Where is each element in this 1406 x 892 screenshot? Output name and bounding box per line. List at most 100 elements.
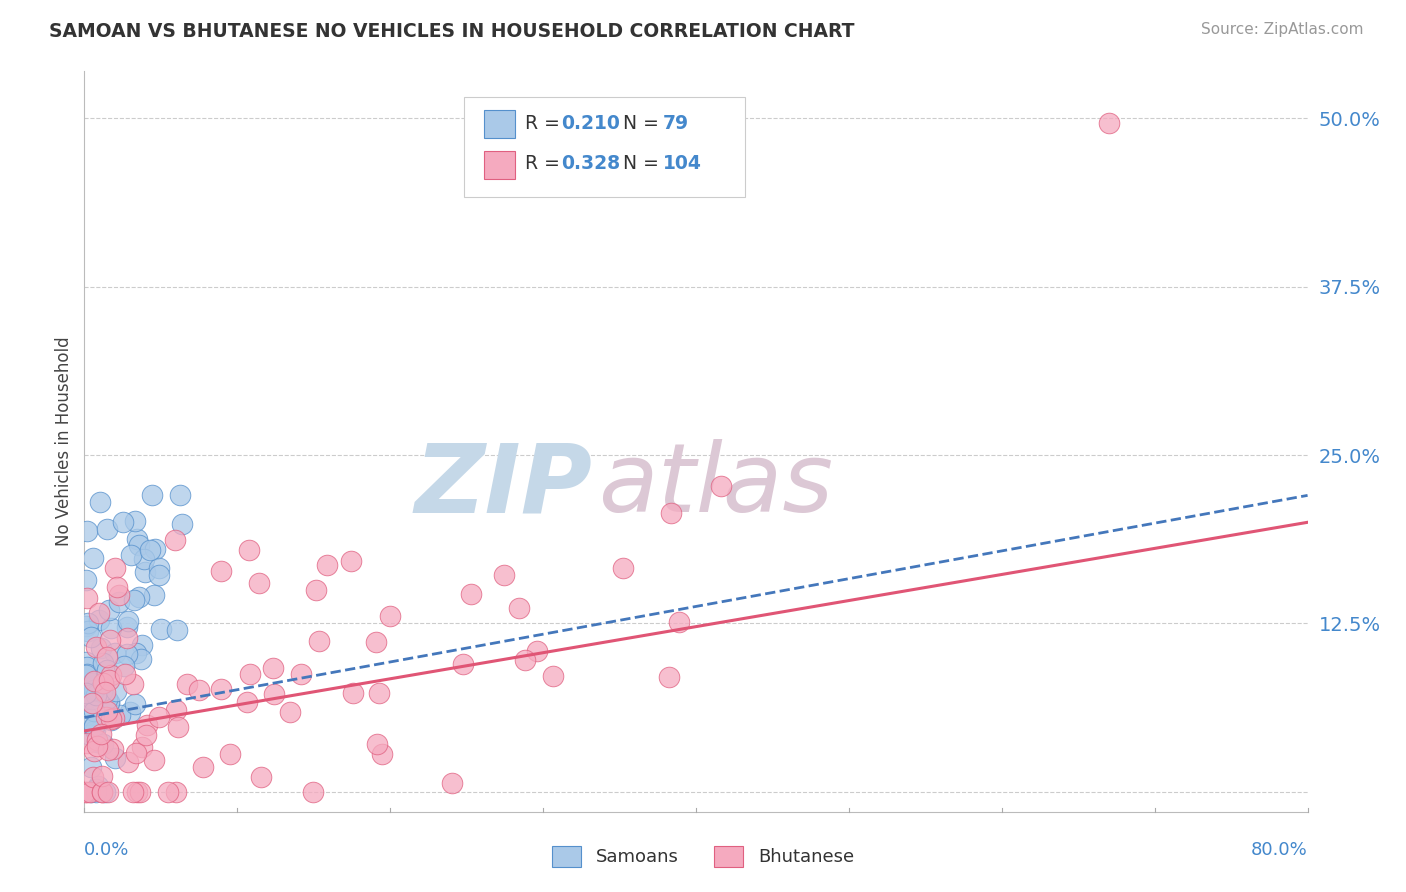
Point [104,561,127,575]
Point [1098,115,1121,129]
Point [108,588,131,602]
Text: Source: ZipAtlas.com: Source: ZipAtlas.com [1201,22,1364,37]
Point [142,752,165,766]
Point [120,706,142,720]
Point [122,784,145,798]
Point [96,691,118,706]
Point [169,488,191,502]
Point [75,686,97,700]
Point [263,687,285,701]
Point [710,478,733,492]
Point [89,495,111,509]
Point [86,735,108,749]
Point [128,591,150,605]
Point [96,650,118,665]
Point [262,661,284,675]
Point [108,707,131,722]
Point [526,644,548,658]
Point [98,632,121,647]
Text: 0.0%: 0.0% [84,841,129,859]
Point [148,561,170,575]
Point [87,684,110,698]
Point [148,710,170,724]
Point [440,776,463,790]
Point [87,606,110,620]
Point [96,663,118,677]
Point [77,615,100,630]
Point [98,696,121,710]
Point [86,732,108,747]
Text: R =: R = [524,113,565,133]
Point [150,622,173,636]
Point [117,755,139,769]
Point [84,723,107,737]
Point [612,561,634,575]
Point [97,784,120,798]
Point [90,641,112,656]
Point [76,624,98,639]
Point [122,677,145,691]
Point [366,635,388,649]
Bar [484,151,515,178]
Point [93,685,115,699]
Text: 0.328: 0.328 [561,154,620,173]
Point [80,691,103,706]
Point [98,673,121,687]
Point [93,657,115,671]
Point [176,677,198,691]
Point [75,619,97,633]
Point [84,782,107,797]
Point [80,696,103,710]
Point [90,784,112,798]
Text: 79: 79 [664,113,689,133]
Text: 0.210: 0.210 [561,113,620,133]
Point [76,591,98,606]
Point [82,551,104,566]
Point [129,784,152,798]
Point [460,586,482,600]
Point [451,657,474,671]
Point [103,711,125,725]
Bar [484,110,515,138]
Point [97,603,120,617]
Point [115,647,138,661]
Point [316,558,339,573]
Point [105,580,128,594]
Y-axis label: No Vehicles in Household: No Vehicles in Household [55,336,73,547]
Point [378,608,401,623]
Point [143,542,166,557]
Text: SAMOAN VS BHUTANESE NO VEHICLES IN HOUSEHOLD CORRELATION CHART: SAMOAN VS BHUTANESE NO VEHICLES IN HOUSE… [49,22,855,41]
Point [94,784,117,798]
Point [76,669,98,683]
Point [165,784,187,798]
Point [83,682,105,697]
Point [125,746,148,760]
Point [124,697,146,711]
Point [76,736,98,750]
Point [79,784,101,798]
Point [83,719,105,733]
Text: R =: R = [524,154,565,173]
Point [84,688,107,702]
Point [342,686,364,700]
Point [87,613,110,627]
Point [165,702,187,716]
Point [91,784,114,798]
Point [127,533,149,547]
Point [97,743,120,757]
Point [131,740,153,755]
Point [87,779,110,793]
Point [141,488,163,502]
Point [79,728,101,742]
Point [157,784,180,798]
Text: 80.0%: 80.0% [1251,841,1308,859]
Text: N =: N = [623,154,665,173]
Point [290,667,312,681]
Point [219,747,242,761]
Text: atlas: atlas [598,440,834,533]
Point [124,514,146,528]
Point [658,670,681,684]
Point [143,588,166,602]
Point [100,713,122,727]
Point [83,674,105,689]
